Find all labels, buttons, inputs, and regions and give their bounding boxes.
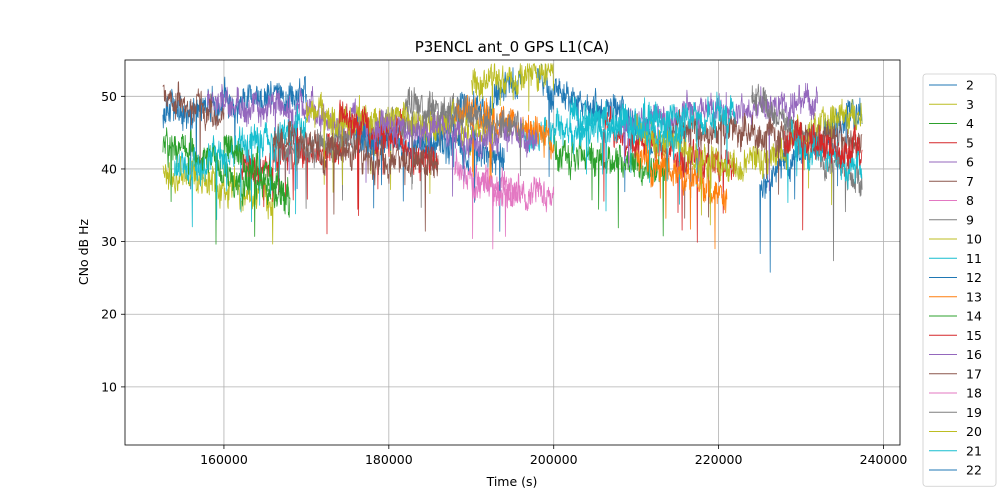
x-tick-label: 200000	[530, 452, 578, 467]
x-tick-label: 180000	[365, 452, 413, 467]
legend-frame	[922, 73, 997, 487]
y-axis-label: CNo dB Hz	[76, 218, 91, 285]
legend-label-9: 9	[966, 212, 974, 227]
x-axis-label: Time (s)	[486, 474, 538, 489]
legend-label-6: 6	[966, 155, 974, 170]
legend-label-17: 17	[966, 366, 982, 381]
plot-frame	[124, 59, 901, 446]
legend-label-12: 12	[966, 270, 982, 285]
legend-label-16: 16	[966, 347, 982, 362]
series-line-11	[174, 104, 307, 228]
legend: 2 3 4 5 6 7 8 9 10 11 12 13 14 15 16 17 18 19 20 21 22	[922, 73, 997, 487]
series-line-11	[520, 91, 736, 212]
series-line-17	[273, 120, 439, 232]
series-line-13	[635, 146, 728, 250]
series-line-18	[470, 171, 555, 250]
series-line-15	[784, 118, 863, 231]
x-tick-label: 220000	[695, 452, 743, 467]
series-line-8	[454, 148, 522, 240]
x-tick-label: 160000	[200, 452, 248, 467]
series-line-7	[162, 81, 225, 176]
legend-label-10: 10	[966, 232, 982, 247]
series-line-2	[536, 63, 654, 193]
legend-label-21: 21	[966, 443, 982, 458]
series-line-19	[404, 86, 522, 185]
y-tick-label: 30	[101, 234, 117, 249]
chart-title: P3ENCL ant_0 GPS L1(CA)	[415, 38, 610, 57]
y-tick-label: 50	[101, 89, 117, 104]
y-tick-label: 40	[101, 161, 117, 176]
legend-label-15: 15	[966, 328, 982, 343]
legend-label-22: 22	[966, 463, 982, 478]
y-tick-label: 20	[101, 307, 117, 322]
legend-label-19: 19	[966, 405, 982, 420]
legend-label-20: 20	[966, 424, 982, 439]
x-tick-label: 240000	[860, 452, 908, 467]
series-line-7	[668, 108, 863, 219]
legend-label-4: 4	[966, 116, 974, 131]
x-axis: 160000 180000 200000 220000 240000	[200, 445, 907, 467]
series-line-2	[162, 76, 307, 190]
y-tick-label: 10	[101, 379, 117, 394]
legend-label-13: 13	[966, 289, 982, 304]
series-line-5	[602, 106, 736, 243]
legend-label-5: 5	[966, 135, 974, 150]
series-line-21	[569, 96, 686, 183]
legend-label-14: 14	[966, 309, 982, 324]
legend-label-8: 8	[966, 193, 974, 208]
series-group	[162, 63, 863, 273]
legend-label-11: 11	[966, 251, 982, 266]
y-axis: 10 20 30 40 50	[101, 89, 125, 394]
legend-label-7: 7	[966, 174, 974, 189]
legend-label-18: 18	[966, 386, 982, 401]
legend-label-2: 2	[966, 78, 974, 93]
series-line-3	[470, 63, 555, 158]
legend-label-3: 3	[966, 97, 974, 112]
